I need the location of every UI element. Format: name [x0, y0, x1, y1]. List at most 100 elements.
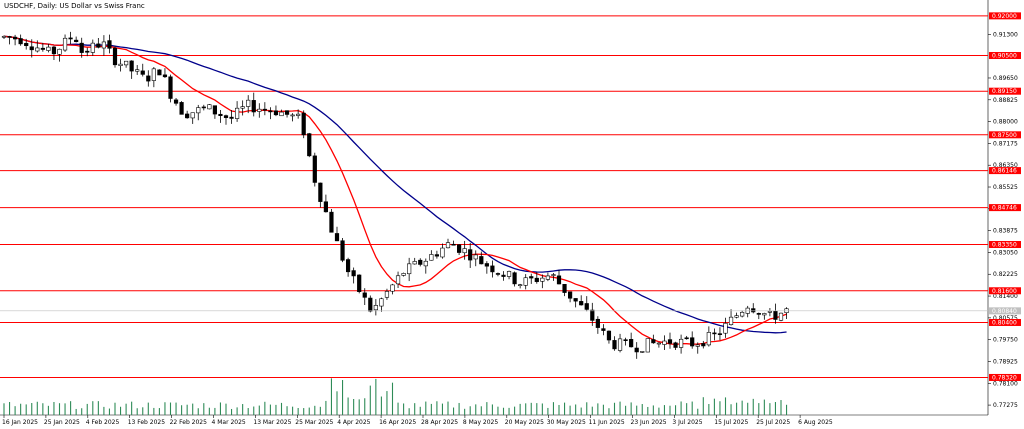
x-tick-label: 11 Jun 2025	[589, 419, 625, 426]
candle	[7, 35, 12, 45]
level-label: 0.89150	[989, 87, 1021, 95]
y-tick-label: 0.91300	[993, 31, 1018, 38]
candle	[429, 250, 434, 261]
current-price-marker: 0.80840	[0, 307, 1021, 315]
candle	[767, 308, 772, 317]
volume-bars	[3, 378, 788, 415]
candles	[1, 31, 789, 359]
x-tick-label: 30 May 2025	[547, 419, 586, 426]
candle	[529, 273, 534, 284]
candle	[468, 242, 473, 268]
y-tick-label: 0.87175	[993, 140, 1018, 147]
candle	[567, 291, 573, 303]
candle	[445, 238, 451, 249]
y-tick: 0.83875	[988, 228, 1018, 235]
x-tick: 20 May 2025	[505, 415, 544, 426]
candle	[590, 302, 595, 326]
x-tick-label: 8 May 2025	[463, 419, 498, 426]
y-tick: 0.77275	[988, 402, 1018, 409]
level-label: 0.78320	[989, 373, 1021, 381]
level-label-text: 0.92000	[992, 13, 1017, 20]
candle	[545, 272, 550, 282]
candle	[379, 297, 384, 312]
fast-ma-line	[3, 35, 787, 346]
candle	[484, 261, 489, 274]
candle	[246, 95, 251, 114]
candle	[556, 269, 562, 285]
candle	[495, 272, 501, 277]
candle	[684, 335, 689, 340]
x-tick: 4 Apr 2025	[337, 415, 371, 426]
candle	[723, 317, 728, 338]
candle	[62, 34, 68, 52]
candle	[340, 238, 345, 263]
candle	[678, 334, 684, 354]
candle	[96, 37, 101, 49]
candle	[423, 258, 428, 274]
candle	[762, 312, 767, 320]
candle	[740, 310, 745, 318]
candle	[162, 68, 168, 78]
level-label: 0.90500	[989, 52, 1021, 60]
candle	[101, 35, 106, 56]
candle	[362, 288, 367, 305]
candle	[107, 34, 112, 54]
slow-moving-average	[3, 35, 787, 334]
y-tick-label: 0.77275	[993, 402, 1018, 409]
x-tick-label: 23 Jun 2025	[631, 419, 667, 426]
x-tick: 25 Mar 2025	[295, 415, 334, 426]
candle	[140, 63, 145, 77]
candle	[57, 48, 62, 62]
x-tick: 25 Jan 2025	[44, 415, 80, 426]
level-label: 0.80400	[989, 318, 1021, 326]
y-tick-label: 0.78100	[993, 380, 1018, 387]
candle	[51, 45, 57, 60]
candle	[384, 288, 390, 300]
candle	[562, 284, 567, 297]
x-tick-label: 22 Feb 2025	[170, 419, 208, 426]
candle	[695, 342, 700, 354]
candle	[262, 102, 267, 116]
y-tick: 0.88825	[988, 97, 1018, 104]
x-tick-label: 4 Mar 2025	[212, 419, 246, 426]
candle	[412, 257, 417, 265]
y-tick-label: 0.86350	[993, 162, 1018, 169]
candle	[135, 65, 140, 75]
candle	[390, 283, 395, 295]
candle	[240, 100, 245, 116]
x-tick: 28 Apr 2025	[421, 415, 458, 426]
candle	[1, 35, 7, 39]
candle	[623, 337, 628, 346]
candle	[35, 40, 40, 53]
candle	[656, 342, 661, 348]
x-tick: 25 Jul 2025	[756, 415, 790, 426]
x-tick: 23 Jun 2025	[631, 415, 667, 426]
level-label: 0.87500	[989, 131, 1021, 139]
y-tick-label: 0.82225	[993, 271, 1018, 278]
candle	[673, 341, 678, 351]
candle	[146, 70, 151, 87]
candle	[168, 74, 173, 103]
candle	[401, 272, 406, 277]
candle	[368, 295, 373, 313]
candle	[601, 324, 606, 336]
x-tick-label: 6 Aug 2025	[798, 419, 833, 426]
slow-ma-line	[3, 35, 787, 334]
candle	[85, 47, 90, 57]
candle	[151, 67, 156, 88]
x-tick: 13 Feb 2025	[128, 415, 165, 426]
candle	[629, 332, 634, 348]
candle	[207, 104, 212, 110]
y-tick-label: 0.83050	[993, 249, 1018, 256]
candle	[129, 60, 134, 79]
candle	[717, 327, 723, 341]
candle	[157, 69, 162, 76]
current-price-label-bg	[989, 307, 1021, 315]
x-tick-label: 4 Apr 2025	[337, 419, 370, 426]
candle	[617, 333, 623, 353]
candle	[662, 335, 667, 351]
candle	[734, 312, 739, 319]
level-label-text: 0.81600	[992, 288, 1017, 295]
candle	[273, 105, 279, 117]
level-label: 0.92000	[989, 12, 1021, 20]
